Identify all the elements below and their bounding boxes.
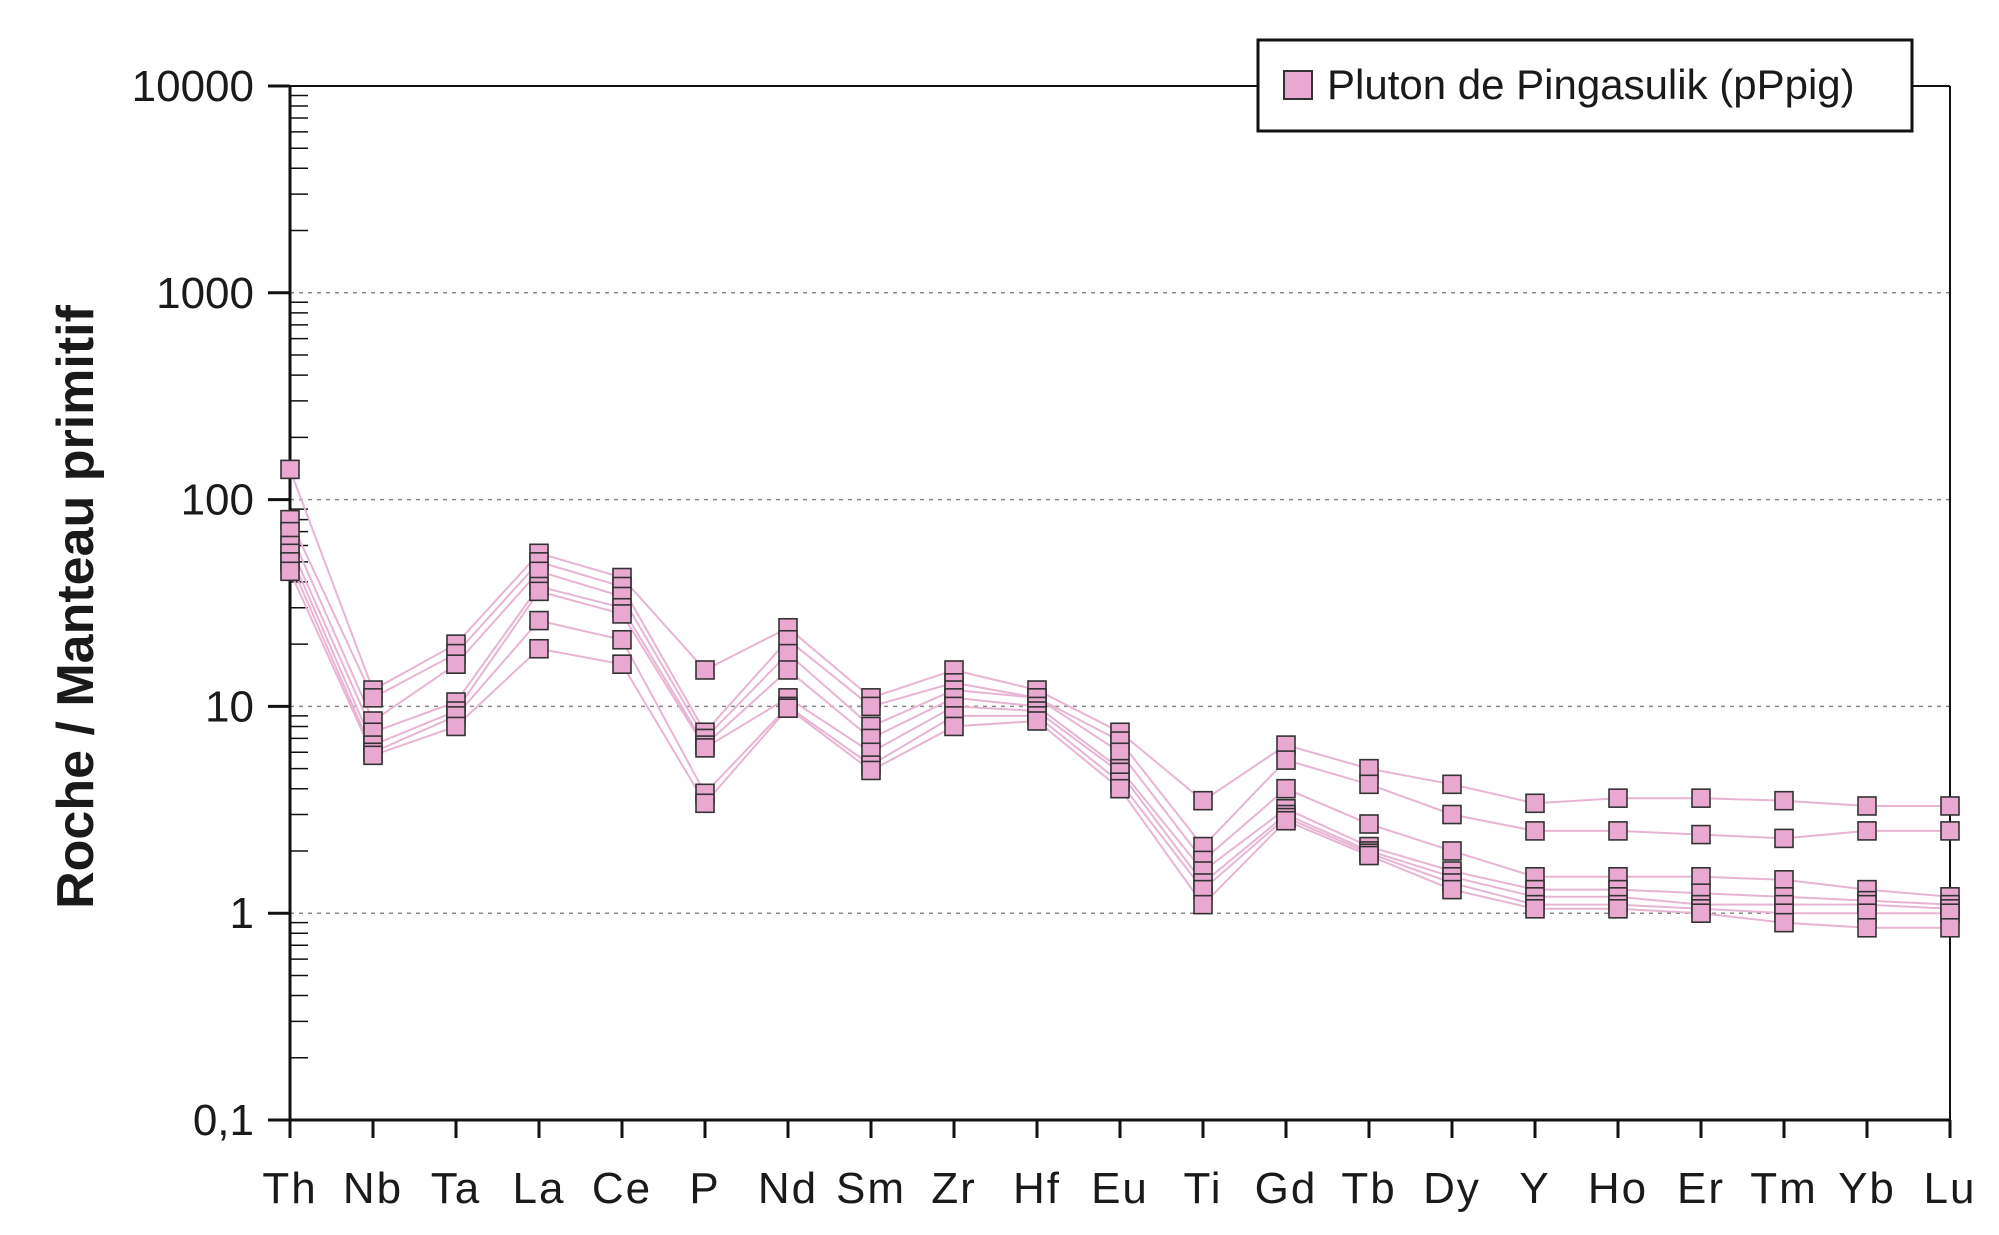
data-point xyxy=(695,738,715,758)
y-tick-label: 10000 xyxy=(132,62,254,111)
x-tick-label: Eu xyxy=(1091,1164,1149,1213)
x-tick-label: Sm xyxy=(836,1164,906,1213)
data-point xyxy=(363,688,383,708)
data-point xyxy=(1193,790,1213,811)
data-point xyxy=(778,660,798,680)
data-markers xyxy=(280,459,1960,938)
data-point xyxy=(1774,870,1794,890)
data-point xyxy=(695,793,715,814)
data-point xyxy=(1940,821,1960,841)
legend-label: Pluton de Pingasulik (pPpig) xyxy=(1327,61,1855,108)
data-point xyxy=(280,459,300,480)
data-point xyxy=(861,696,881,717)
data-point xyxy=(612,604,632,624)
x-tick-label: Zr xyxy=(931,1164,977,1213)
x-tick-label: Ho xyxy=(1588,1164,1648,1213)
x-tick-label: Ti xyxy=(1183,1164,1222,1213)
data-point xyxy=(1774,828,1794,849)
data-point xyxy=(363,745,383,766)
data-point xyxy=(1359,774,1379,795)
data-point xyxy=(1442,841,1462,861)
x-tick-label: Th xyxy=(262,1164,317,1213)
data-point xyxy=(778,643,798,664)
data-point xyxy=(1608,821,1628,841)
legend-box xyxy=(1256,38,1914,133)
data-point xyxy=(1691,903,1711,924)
data-point xyxy=(446,716,466,737)
x-tick-label: Nd xyxy=(758,1164,818,1213)
x-tick-label: Tb xyxy=(1341,1164,1396,1213)
x-tick-label: P xyxy=(689,1164,720,1213)
data-point xyxy=(1276,810,1296,831)
data-point xyxy=(1525,899,1545,919)
data-point xyxy=(1774,790,1794,811)
x-tick-label: Lu xyxy=(1924,1164,1977,1213)
data-point xyxy=(1940,917,1960,938)
y-tick-label: 0,1 xyxy=(193,1096,254,1145)
data-point xyxy=(1691,788,1711,808)
y-tick-label: 1000 xyxy=(156,269,254,318)
data-point xyxy=(612,654,632,674)
x-tick-label: Yb xyxy=(1838,1164,1896,1213)
data-point xyxy=(1027,711,1047,731)
data-point xyxy=(1442,879,1462,900)
data-point xyxy=(778,698,798,719)
data-point xyxy=(1110,742,1130,763)
data-point xyxy=(1442,804,1462,825)
data-point xyxy=(1442,774,1462,795)
data-point xyxy=(1774,912,1794,933)
x-tick-label: Tm xyxy=(1750,1164,1818,1213)
series-lines xyxy=(289,469,1951,929)
data-point xyxy=(1608,899,1628,919)
data-point xyxy=(1857,821,1877,841)
x-tick-label: La xyxy=(513,1164,566,1213)
x-tick-label: Nb xyxy=(343,1164,403,1213)
data-point xyxy=(529,638,549,659)
data-point xyxy=(446,654,466,674)
grid-lines xyxy=(290,292,1950,914)
x-tick-label: Y xyxy=(1519,1164,1550,1213)
data-point xyxy=(1608,788,1628,808)
data-point xyxy=(1359,814,1379,834)
data-point xyxy=(1691,824,1711,845)
data-point xyxy=(529,581,549,602)
data-point xyxy=(944,716,964,737)
y-tick-label: 100 xyxy=(181,476,254,525)
data-point xyxy=(529,610,549,631)
x-tick-label: Ce xyxy=(592,1164,652,1213)
data-point xyxy=(1359,845,1379,866)
x-tick-label: Hf xyxy=(1013,1164,1061,1213)
legend: Pluton de Pingasulik (pPpig) xyxy=(1256,38,1914,133)
x-tick-label: Dy xyxy=(1423,1164,1481,1213)
x-tick-label: Gd xyxy=(1255,1164,1318,1213)
data-point xyxy=(861,760,881,781)
tick-labels: 0,1 1 10 100 1000 10000 Th Nb Ta La Ce P Nd Sm Zr Hf Eu T… xyxy=(132,62,1977,1213)
x-tick-label: Er xyxy=(1677,1164,1725,1213)
data-point xyxy=(1940,796,1960,816)
data-point xyxy=(1525,793,1545,814)
x-tick-label: Ta xyxy=(431,1164,481,1213)
data-point xyxy=(1857,796,1877,816)
data-point xyxy=(612,629,632,650)
data-point xyxy=(1110,778,1130,799)
data-point xyxy=(280,561,300,582)
data-point xyxy=(1691,866,1711,887)
y-axis-label: Roche / Manteau primitif xyxy=(47,304,105,909)
data-point xyxy=(1857,917,1877,938)
y-tick-label: 10 xyxy=(205,682,254,731)
data-point xyxy=(1193,894,1213,915)
data-point xyxy=(1276,778,1296,799)
data-point xyxy=(695,660,715,680)
data-point xyxy=(1525,821,1545,841)
data-point xyxy=(1276,750,1296,770)
legend-marker xyxy=(1283,70,1313,100)
y-tick-label: 1 xyxy=(230,889,254,938)
